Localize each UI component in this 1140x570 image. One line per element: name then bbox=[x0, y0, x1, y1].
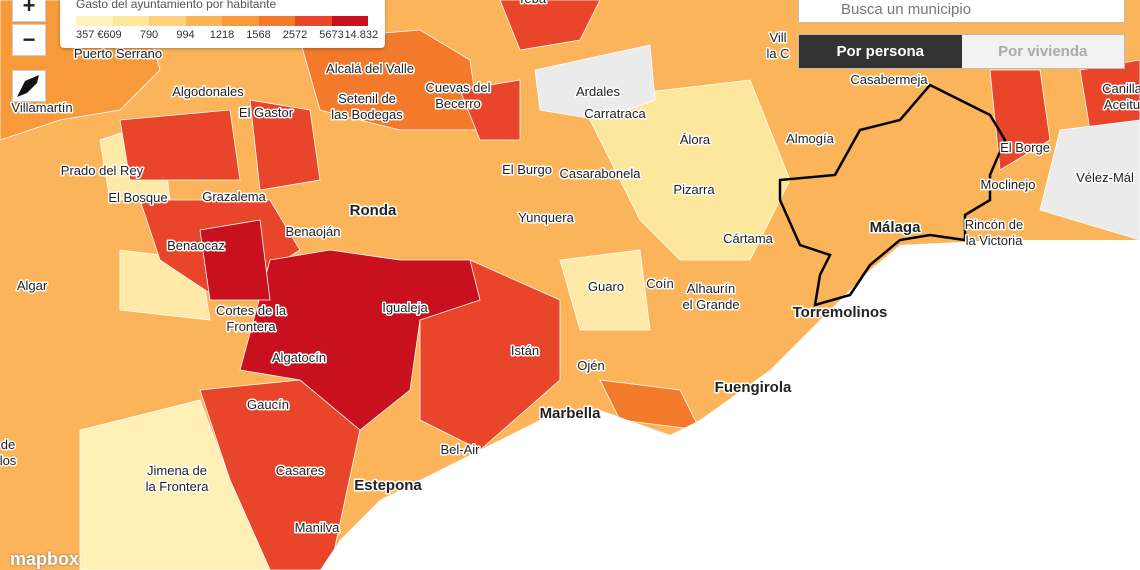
place-label: Carratraca bbox=[584, 106, 646, 121]
place-label: Málaga bbox=[870, 219, 922, 236]
region bbox=[534, 44, 656, 121]
place-label: El Bosque bbox=[108, 190, 167, 205]
legend-label: 790 bbox=[139, 29, 159, 41]
place-label: Ojén bbox=[577, 358, 604, 373]
place-label: Vélez-Mál bbox=[1076, 170, 1134, 185]
place-label: las Bodegas bbox=[331, 107, 403, 122]
place-label: Ronda bbox=[350, 202, 397, 219]
place-label: Villamartín bbox=[11, 100, 72, 115]
place-label: Almogía bbox=[786, 131, 834, 146]
place-label: Pizarra bbox=[673, 182, 715, 197]
zoom-in[interactable]: + bbox=[12, 0, 46, 22]
place-label: Casabermeja bbox=[850, 72, 928, 87]
tab[interactable]: Por vivienda bbox=[961, 35, 1124, 68]
legend-label: 5673 bbox=[319, 29, 344, 41]
place-label: Guaro bbox=[588, 279, 624, 294]
region bbox=[579, 79, 791, 261]
legend-label: 1218 bbox=[209, 29, 235, 41]
place-label: Bel-Air bbox=[440, 442, 480, 457]
place-label: Cártama bbox=[723, 231, 774, 246]
region bbox=[79, 399, 271, 570]
place-label: Algatocín bbox=[272, 350, 326, 365]
region-toggle[interactable] bbox=[12, 70, 46, 102]
legend-title: Gasto del ayuntamiento por habitante bbox=[76, 0, 277, 11]
region bbox=[249, 99, 321, 191]
legend-label: 2572 bbox=[282, 29, 308, 41]
place-label: Manilva bbox=[295, 520, 341, 535]
place-label: Benaocaz bbox=[167, 238, 225, 253]
region bbox=[239, 249, 481, 431]
place-label: Setenil de bbox=[338, 91, 396, 106]
place-label: Frontera bbox=[226, 319, 276, 334]
icon bbox=[17, 75, 39, 97]
place-label: Canilla bbox=[1102, 81, 1140, 96]
place-label: Teba bbox=[518, 0, 547, 6]
region bbox=[559, 249, 651, 331]
place-label: Istán bbox=[511, 343, 539, 358]
place-label: Vill bbox=[769, 30, 786, 45]
place-label: Fuengirola bbox=[715, 379, 792, 396]
place-label: Yunquera bbox=[518, 210, 574, 225]
legend-label: 357 € bbox=[76, 29, 104, 41]
place-label: Aceitu bbox=[1104, 97, 1140, 112]
place-label: Jimena de bbox=[147, 463, 207, 478]
place-label: Estepona bbox=[354, 477, 422, 494]
search-box[interactable]: Busca un municipio bbox=[798, 0, 1125, 23]
place-label: el Grande bbox=[682, 297, 739, 312]
place-label: Casarabonela bbox=[560, 166, 642, 181]
place-label: Marbella bbox=[540, 405, 602, 422]
region bbox=[499, 0, 601, 51]
sea bbox=[320, 240, 1140, 570]
region bbox=[989, 69, 1051, 171]
place-label: Gaucín bbox=[247, 397, 289, 412]
legend-bar bbox=[76, 16, 368, 26]
place-label: Puerto Serrano bbox=[74, 46, 162, 61]
place-label: de bbox=[1, 437, 15, 452]
zoom-out[interactable]: − bbox=[12, 24, 46, 56]
place-label: Coín bbox=[646, 276, 673, 291]
place-label: Algar bbox=[17, 278, 48, 293]
place-label: Prado del Rey bbox=[61, 163, 144, 178]
place-label: Igualeja bbox=[382, 300, 428, 315]
legend-label: 609 bbox=[103, 29, 122, 41]
place-label: Grazalema bbox=[202, 189, 266, 204]
legend-label: 14.832 bbox=[344, 29, 379, 41]
place-label: Benaoján bbox=[286, 224, 341, 239]
attribution[interactable]: mapbox bbox=[10, 549, 80, 569]
tab[interactable]: Por persona bbox=[799, 35, 962, 68]
tabs: Por persona Por vivienda bbox=[798, 34, 1125, 69]
region bbox=[459, 79, 521, 141]
malaga-outline bbox=[778, 83, 1007, 307]
place-label: Rincón de bbox=[965, 217, 1024, 232]
region bbox=[199, 219, 271, 301]
place-label: Becerro bbox=[435, 96, 481, 111]
place-label: Torremolinos bbox=[793, 304, 888, 321]
place-label: Alhaurín bbox=[687, 281, 735, 296]
place-label: los bbox=[0, 453, 17, 468]
region bbox=[119, 109, 241, 181]
place-label: Alcalá del Valle bbox=[326, 61, 414, 76]
place-label: Casares bbox=[276, 463, 325, 478]
place-label: Moclinejo bbox=[981, 177, 1036, 192]
place-label: Algodonales bbox=[172, 84, 244, 99]
legend: Gasto del ayuntamiento por habitante 357… bbox=[60, 0, 385, 48]
place-label: Ardales bbox=[576, 84, 621, 99]
legend-labels: 357 €609 790 994 1218 1568 2572 5673 14.832 bbox=[60, 29, 385, 43]
place-label: El Borge bbox=[1000, 140, 1050, 155]
legend-label: 1568 bbox=[246, 29, 271, 41]
place-label: Cortes de la bbox=[216, 303, 287, 318]
place-label: la Frontera bbox=[146, 479, 210, 494]
place-label: Cuevas del bbox=[425, 80, 490, 95]
place-label: la Victoria bbox=[966, 233, 1024, 248]
place-label: El Gastor bbox=[239, 105, 294, 120]
legend-label: 994 bbox=[176, 29, 195, 41]
place-label: Álora bbox=[680, 132, 711, 147]
place-label: El Burgo bbox=[502, 162, 552, 177]
region bbox=[1039, 119, 1140, 241]
place-label: la C bbox=[766, 46, 789, 61]
